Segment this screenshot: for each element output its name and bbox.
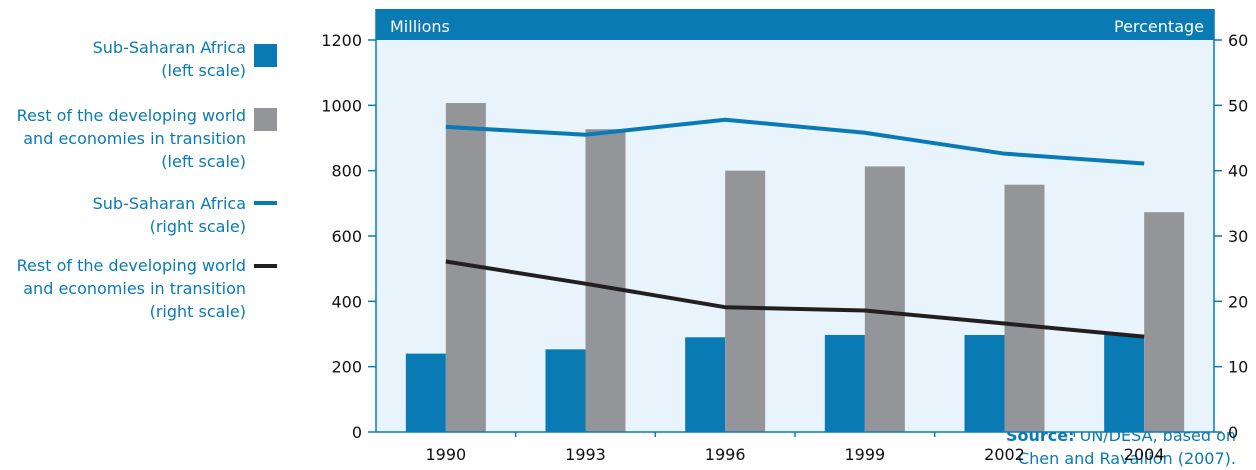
source-line2: Chen and Ravallion (2007). bbox=[1017, 449, 1236, 468]
right-tick-label: 60 bbox=[1228, 31, 1248, 50]
left-tick-label: 600 bbox=[331, 227, 362, 246]
legend-label-line1: Sub-Saharan Africa bbox=[92, 194, 246, 213]
bar-ssa bbox=[964, 334, 1005, 432]
right-tick-label: 0 bbox=[1228, 423, 1238, 442]
legend-item-ssa-bars: Sub-Saharan Africa (left scale) bbox=[93, 36, 246, 82]
bar-ssa bbox=[1104, 334, 1145, 432]
bar-rest bbox=[585, 129, 626, 432]
legend-swatch-rest-line bbox=[254, 264, 277, 268]
left-tick-label: 1000 bbox=[321, 96, 362, 115]
x-tick-label: 1993 bbox=[565, 445, 606, 464]
bar-ssa bbox=[545, 349, 586, 432]
bar-ssa bbox=[405, 353, 446, 432]
legend-label-line3: (left scale) bbox=[161, 152, 246, 171]
line-rest bbox=[445, 259, 1145, 339]
bar-ssa bbox=[824, 334, 865, 432]
bar-rest bbox=[864, 166, 905, 433]
line-ssa bbox=[445, 117, 1145, 166]
left-axis-title: Millions bbox=[390, 17, 450, 36]
bar-ssa bbox=[685, 337, 726, 432]
bar-rest bbox=[1004, 184, 1045, 432]
legend-label-line1: Rest of the developing world bbox=[16, 106, 246, 125]
legend-item-rest-line: Rest of the developing world and economi… bbox=[17, 254, 246, 323]
left-tick-label: 800 bbox=[331, 162, 362, 181]
right-tick-label: 30 bbox=[1228, 227, 1248, 246]
legend-swatch-ssa-line bbox=[254, 201, 277, 205]
right-axis-title: Percentage bbox=[1114, 17, 1204, 36]
left-tick-label: 0 bbox=[352, 423, 362, 442]
x-tick-label: 1996 bbox=[705, 445, 746, 464]
x-tick-label: 1990 bbox=[425, 445, 466, 464]
right-tick-label: 50 bbox=[1228, 96, 1248, 115]
left-tick-label: 400 bbox=[331, 292, 362, 311]
legend-swatch-rest-bars bbox=[254, 108, 277, 131]
poverty-chart: Millions Percentage 0 200 400 600 800 1000 1200 0… bbox=[321, 9, 1248, 464]
legend-item-rest-bars: Rest of the developing world and economi… bbox=[17, 104, 246, 173]
bar-rest bbox=[1144, 212, 1185, 432]
legend-label-line2: and economies in transition bbox=[23, 129, 246, 148]
legend-label-line2: and economies in transition bbox=[23, 279, 246, 298]
x-tick-label: 1999 bbox=[844, 445, 885, 464]
legend-label-line3: (right scale) bbox=[149, 302, 246, 321]
legend-label-line2: (left scale) bbox=[161, 61, 246, 80]
left-tick-label: 1200 bbox=[321, 31, 362, 50]
plot-area bbox=[376, 40, 1214, 432]
legend-label-line1: Sub-Saharan Africa bbox=[92, 38, 246, 57]
legend-swatch-ssa-bars bbox=[254, 44, 277, 67]
left-tick-label: 200 bbox=[331, 358, 362, 377]
right-tick-label: 20 bbox=[1228, 292, 1248, 311]
chart-legend: Sub-Saharan Africa (left scale) Rest of … bbox=[0, 0, 290, 466]
legend-label-line2: (right scale) bbox=[149, 217, 246, 236]
right-tick-label: 40 bbox=[1228, 162, 1248, 181]
x-tick-label: 2004 bbox=[1124, 445, 1165, 464]
right-tick-label: 10 bbox=[1228, 358, 1248, 377]
x-tick-label: 2002 bbox=[984, 445, 1025, 464]
bar-rest bbox=[725, 170, 766, 432]
legend-item-ssa-line: Sub-Saharan Africa (right scale) bbox=[93, 192, 246, 238]
axis-header-band bbox=[376, 9, 1214, 40]
legend-label-line1: Rest of the developing world bbox=[16, 256, 246, 275]
